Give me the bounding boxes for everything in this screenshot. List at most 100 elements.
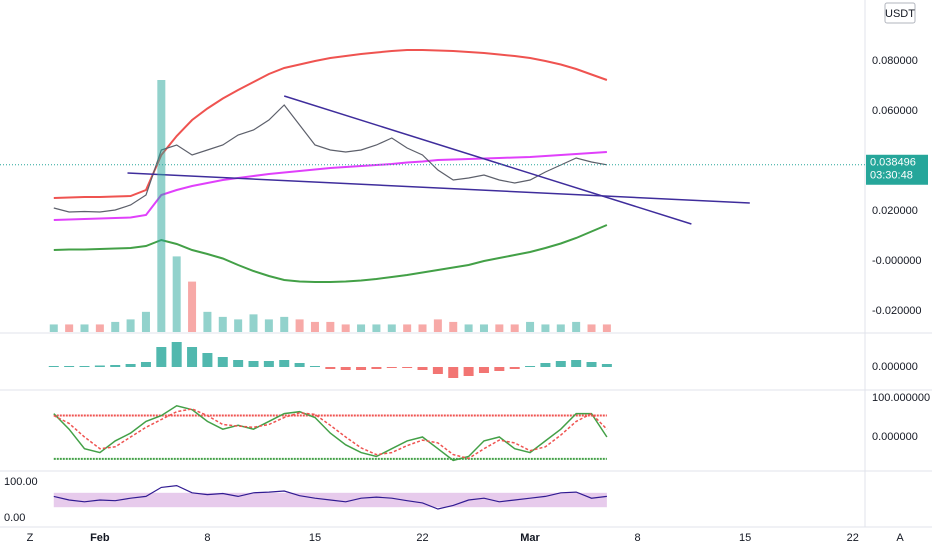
price-series <box>53 224 608 283</box>
volume-bar <box>464 324 473 332</box>
y-tick-label: -0.000000 <box>872 255 922 267</box>
volume-bar <box>111 321 120 332</box>
macd-bar <box>279 360 290 367</box>
volume-bar <box>418 324 427 332</box>
macd-bar <box>432 367 443 374</box>
macd-bar <box>64 366 75 367</box>
y-tick-label: 0.000000 <box>872 361 918 373</box>
price-series <box>53 104 608 213</box>
volume-bar <box>280 316 289 332</box>
currency: USDT <box>885 8 915 20</box>
volume-bar <box>157 80 166 332</box>
macd-bar <box>140 362 151 367</box>
macd-bar <box>187 347 198 367</box>
volume-bar <box>141 311 150 332</box>
volume-bar <box>357 324 366 332</box>
volume-bar <box>572 321 581 332</box>
volume-bar <box>479 324 488 332</box>
price-label-box <box>866 154 928 185</box>
y-tick-label: 0.080000 <box>872 55 918 67</box>
volume-bar <box>203 311 212 332</box>
y-tick-label: 100.000000 <box>872 392 930 404</box>
macd-bar <box>463 367 474 376</box>
y-tick-label: 0.00 <box>4 512 25 524</box>
volume-bar <box>433 319 442 332</box>
macd-bar <box>571 360 582 367</box>
x-tick-label: 15 <box>309 532 321 544</box>
x-tick-label: Feb <box>90 532 110 544</box>
oscillator-line <box>53 408 608 460</box>
volume-bar <box>372 324 381 332</box>
rsi-line <box>53 484 607 510</box>
trend-line <box>283 95 692 225</box>
price-series <box>53 151 607 221</box>
x-tick-label: 22 <box>416 532 428 544</box>
x-tick-label: 8 <box>204 532 210 544</box>
macd-bar <box>48 366 59 367</box>
macd-bar <box>217 357 228 367</box>
price-label: 0.038496 <box>870 157 916 169</box>
volume-bar <box>310 321 319 332</box>
y-tick-label: 0.020000 <box>872 205 918 217</box>
volume-bar <box>126 319 135 332</box>
volume-bar <box>510 324 519 332</box>
macd-bar <box>125 364 136 367</box>
macd-bar <box>79 366 90 367</box>
volume-bar <box>264 319 273 332</box>
volume-bar <box>218 316 227 332</box>
volume-bar <box>49 324 58 332</box>
currency-box[interactable] <box>884 2 916 24</box>
volume-bar <box>295 319 304 332</box>
macd-bar <box>601 364 612 367</box>
macd-bar <box>525 366 536 367</box>
macd-bar <box>448 367 459 378</box>
macd-bar <box>509 367 520 369</box>
macd-bar <box>371 367 382 369</box>
macd-bar <box>294 363 305 367</box>
macd-bar <box>156 347 167 367</box>
y-tick-label: 100.00 <box>4 476 38 488</box>
volume-bar <box>172 256 181 332</box>
macd-bar <box>417 367 428 370</box>
volume-bar <box>249 314 258 332</box>
volume-bar <box>403 324 412 332</box>
auto-button[interactable]: A <box>896 532 904 544</box>
price-series <box>53 49 608 199</box>
volume-bar <box>95 324 104 332</box>
volume-bar <box>326 321 335 332</box>
volume-bar <box>188 281 197 332</box>
macd-bar <box>263 361 274 367</box>
volume-bar <box>541 324 550 332</box>
macd-bar <box>356 367 367 370</box>
macd-bar <box>248 361 259 367</box>
macd-bar <box>586 362 597 367</box>
zoom-button[interactable]: Z <box>27 532 34 544</box>
volume-bar <box>234 319 243 332</box>
volume-bar <box>495 324 504 332</box>
macd-bar <box>478 367 489 373</box>
x-tick-label: 22 <box>847 532 859 544</box>
macd-bar <box>110 365 121 367</box>
volume-bar <box>80 324 89 332</box>
macd-bar <box>94 365 105 367</box>
macd-bar <box>555 361 566 367</box>
macd-bar <box>540 363 551 367</box>
volume-bar <box>556 324 565 332</box>
macd-bar <box>233 360 244 367</box>
countdown: 03:30:48 <box>870 170 913 182</box>
x-tick-label: Mar <box>520 532 540 544</box>
volume-bar <box>449 321 458 332</box>
x-tick-label: 8 <box>635 532 641 544</box>
macd-bar <box>386 367 397 368</box>
volume-bar <box>526 321 535 332</box>
macd-bar <box>402 367 413 368</box>
volume-bar <box>65 324 74 332</box>
macd-bar <box>309 366 320 367</box>
macd-bar <box>325 367 336 369</box>
y-tick-label: -0.020000 <box>872 305 922 317</box>
y-tick-label: 0.060000 <box>872 105 918 117</box>
volume-bar <box>387 324 396 332</box>
volume-bar <box>341 324 350 332</box>
